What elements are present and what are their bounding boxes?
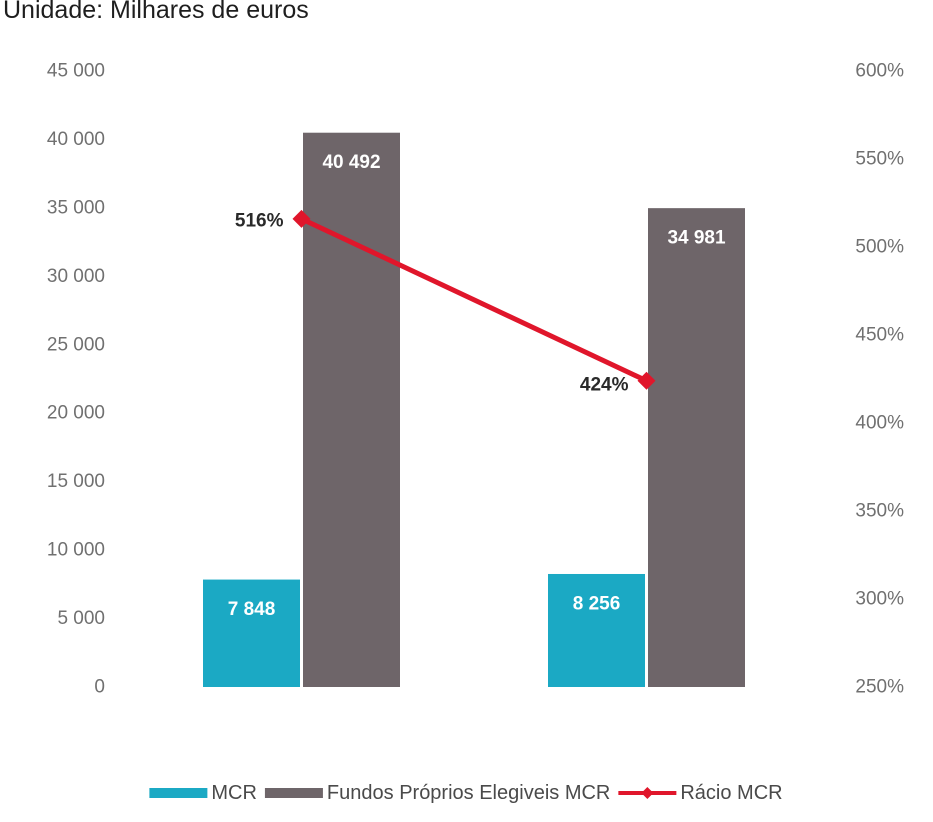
legend-label: Rácio MCR	[680, 782, 782, 804]
legend: MCR Fundos Próprios Elegiveis MCR Rácio MC…	[149, 782, 783, 804]
legend-item-mcr: MCR	[149, 782, 257, 804]
mcr-bar	[203, 579, 300, 687]
left-axis-tick-label: 15 000	[47, 471, 105, 492]
legend-swatch	[264, 788, 323, 798]
left-axis-tick-label: 10 000	[47, 540, 105, 561]
ratio-line	[300, 216, 648, 384]
eligible-funds-bar-label: 34 981	[667, 228, 726, 249]
eligible-funds-bar	[648, 208, 745, 687]
right-axis-tick-label: 400%	[855, 413, 904, 434]
legend-label: Fundos Próprios Elegiveis MCR	[327, 782, 610, 804]
right-axis-tick-label: 500%	[855, 237, 904, 258]
ratio-point	[637, 371, 656, 390]
bars: 7 848 40 492 8 256 34 981	[203, 132, 745, 687]
left-axis-tick-label: 45 000	[47, 61, 105, 82]
legend-item-ratio: Rácio MCR	[618, 782, 783, 804]
right-axis-tick-label: 600%	[855, 61, 904, 82]
legend-swatch	[149, 788, 208, 798]
chart-unit-label: Unidade: Milhares de euros	[3, 0, 309, 24]
ratio-point-label: 424%	[580, 374, 629, 395]
legend-item-eligible-funds: Fundos Próprios Elegiveis MCR	[264, 782, 610, 804]
left-axis-tick-label: 25 000	[47, 334, 105, 355]
left-axis-tick-label: 30 000	[47, 266, 105, 287]
right-axis-tick-label: 350%	[855, 501, 904, 522]
ratio-line-series: 516% 424%	[235, 209, 656, 395]
left-axis-ticks: 0 5 000 10 000 15 000 20 000 25 000 30 000 35 0…	[47, 61, 105, 698]
ratio-point	[292, 209, 311, 228]
right-axis-tick-label: 300%	[855, 589, 904, 610]
legend-label: MCR	[211, 782, 257, 804]
eligible-funds-bar-label: 40 492	[322, 152, 380, 173]
right-axis-tick-label: 450%	[855, 325, 904, 346]
left-axis-tick-label: 0	[94, 677, 105, 698]
eligible-funds-bar	[303, 132, 400, 687]
left-axis-tick-label: 35 000	[47, 197, 105, 218]
right-axis-ticks: 250% 300% 350% 400% 450% 500% 550% 600%	[855, 61, 904, 698]
mcr-bar	[548, 573, 645, 687]
left-axis-tick-label: 5 000	[57, 608, 105, 629]
legend-swatch-marker	[641, 787, 654, 799]
mcr-bar-label: 7 848	[228, 599, 276, 620]
ratio-point-label: 516%	[235, 210, 284, 231]
right-axis-tick-label: 550%	[855, 149, 904, 170]
mcr-bar-label: 8 256	[573, 593, 621, 614]
left-axis-tick-label: 40 000	[47, 129, 105, 150]
left-axis-tick-label: 20 000	[47, 403, 105, 424]
right-axis-tick-label: 250%	[855, 677, 904, 698]
